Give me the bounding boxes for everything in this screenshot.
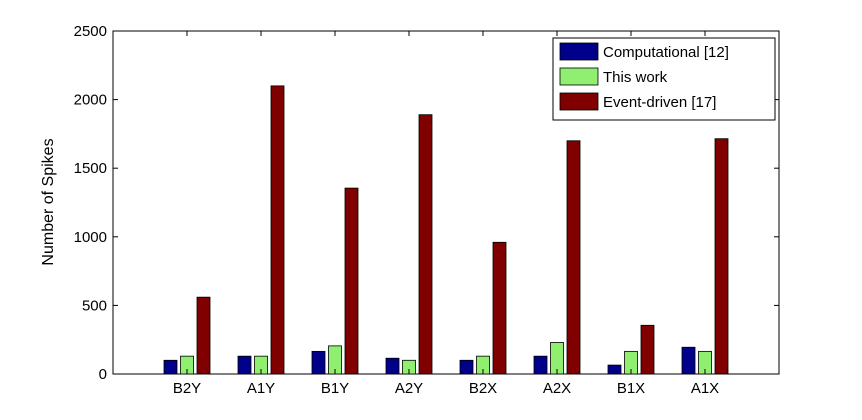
bar-computational-12-a1x xyxy=(681,346,696,375)
legend-label: Event-driven [17] xyxy=(603,94,716,111)
x-tick-label: A2Y xyxy=(395,380,423,397)
legend-swatch xyxy=(559,92,599,111)
bar-computational-12-a1y xyxy=(237,355,252,375)
bar-event-driven-17-b2x xyxy=(492,241,507,375)
legend-label: This work xyxy=(603,69,668,86)
legend-label: Computational [12] xyxy=(603,44,729,61)
y-axis: 0 500 1000 1500 2000 2500 xyxy=(74,23,779,383)
bar-event-driven-17-a1x xyxy=(714,138,729,375)
x-tick-label: A1X xyxy=(691,380,719,397)
bar-event-driven-17-b2y xyxy=(196,296,211,375)
bars-group xyxy=(163,85,729,375)
bar-computational-12-b1y xyxy=(311,350,326,375)
bar-event-driven-17-b1y xyxy=(344,187,359,375)
bar-computational-12-a2x xyxy=(533,355,548,375)
x-tick-label: A2X xyxy=(543,380,571,397)
y-tick-label: 2000 xyxy=(74,92,107,109)
bar-computational-12-a2y xyxy=(385,357,400,375)
x-tick-label: B1X xyxy=(617,380,645,397)
x-tick-label: B2X xyxy=(469,380,497,397)
x-tick-label: B1Y xyxy=(321,380,349,397)
legend: Computational [12] This work Event-driven … xyxy=(552,37,776,121)
y-tick-label: 500 xyxy=(82,297,107,314)
x-tick-label: B2Y xyxy=(173,380,201,397)
y-tick-label: 1000 xyxy=(74,229,107,246)
legend-swatch xyxy=(559,42,599,61)
x-axis: B2Y A1Y B1Y A2Y B2X A2X B1X A1X xyxy=(173,31,719,397)
bar-computational-12-b2y xyxy=(163,359,178,375)
bar-event-driven-17-b1x xyxy=(640,324,655,375)
bar-event-driven-17-a2x xyxy=(566,140,581,375)
x-tick-label: A1Y xyxy=(247,380,275,397)
bar-computational-12-b2x xyxy=(459,359,474,375)
bar-event-driven-17-a1y xyxy=(270,85,285,375)
y-tick-label: 2500 xyxy=(74,23,107,40)
y-tick-label: 0 xyxy=(99,366,107,383)
y-tick-label: 1500 xyxy=(74,160,107,177)
bar-event-driven-17-a2y xyxy=(418,114,433,375)
bar-computational-12-b1x xyxy=(607,364,622,375)
y-axis-label: Number of Spikes xyxy=(40,138,57,265)
legend-swatch xyxy=(559,67,599,86)
